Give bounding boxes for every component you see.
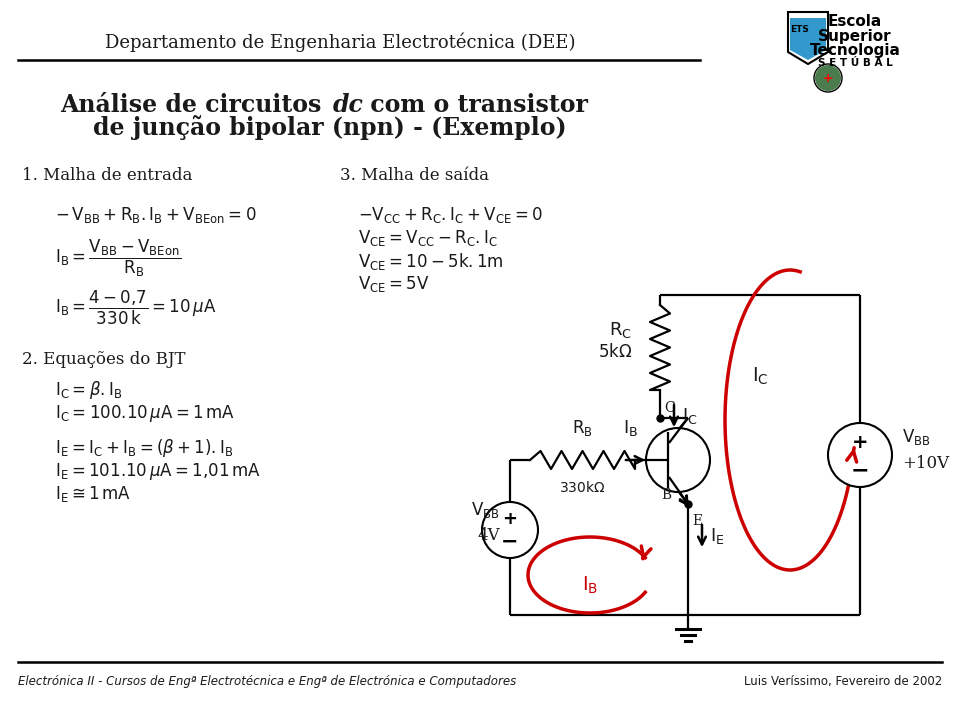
Text: $\mathrm{I_E}$: $\mathrm{I_E}$ bbox=[710, 526, 725, 546]
Text: $-\mathrm{V_{CC}} + \mathrm{R_C}.\mathrm{I_C} + \mathrm{V_{CE}} = 0$: $-\mathrm{V_{CC}} + \mathrm{R_C}.\mathrm… bbox=[358, 205, 543, 225]
Text: $330\mathrm{k}\Omega$: $330\mathrm{k}\Omega$ bbox=[559, 480, 606, 495]
Text: $\mathrm{I_C}$: $\mathrm{I_C}$ bbox=[752, 366, 768, 387]
Polygon shape bbox=[788, 12, 828, 64]
Text: Análise de circuitos: Análise de circuitos bbox=[60, 93, 330, 117]
Text: de junção bipolar (npn) - (Exemplo): de junção bipolar (npn) - (Exemplo) bbox=[93, 115, 566, 141]
Text: $\mathrm{V_{BB}}$: $\mathrm{V_{BB}}$ bbox=[471, 500, 500, 520]
Text: S E T Ú B A L: S E T Ú B A L bbox=[818, 58, 893, 68]
Circle shape bbox=[646, 428, 710, 492]
Text: $\mathrm{I_E} = 101.10\,\mu\mathrm{A} = 1{,}01\,\mathrm{mA}$: $\mathrm{I_E} = 101.10\,\mu\mathrm{A} = … bbox=[55, 460, 261, 482]
Text: B: B bbox=[660, 488, 671, 502]
Text: 4V: 4V bbox=[477, 527, 500, 543]
Text: Superior: Superior bbox=[818, 28, 892, 44]
Circle shape bbox=[482, 502, 538, 558]
Text: com o transistor: com o transistor bbox=[362, 93, 588, 117]
Text: Luis Veríssimo, Fevereiro de 2002: Luis Veríssimo, Fevereiro de 2002 bbox=[744, 676, 942, 689]
Circle shape bbox=[815, 65, 841, 91]
Text: +: + bbox=[823, 72, 833, 84]
Text: $\mathrm{I_E} \cong 1\,\mathrm{mA}$: $\mathrm{I_E} \cong 1\,\mathrm{mA}$ bbox=[55, 484, 132, 504]
Text: $\mathrm{I_B} = \dfrac{\mathrm{V_{BB}} - \mathrm{V_{BEon}}}{\mathrm{R_B}}$: $\mathrm{I_B} = \dfrac{\mathrm{V_{BB}} -… bbox=[55, 237, 181, 279]
Circle shape bbox=[814, 64, 842, 92]
Text: −: − bbox=[501, 532, 518, 552]
Text: 2. Equações do BJT: 2. Equações do BJT bbox=[22, 351, 185, 368]
Text: ETS: ETS bbox=[791, 25, 809, 34]
Text: $\mathrm{I_B} = \dfrac{4 - 0{,}7}{330\,\mathrm{k}} = 10\,\mu\mathrm{A}$: $\mathrm{I_B} = \dfrac{4 - 0{,}7}{330\,\… bbox=[55, 289, 217, 327]
Text: dc: dc bbox=[333, 93, 364, 117]
Text: $\mathrm{I_C} = 100.10\,\mu\mathrm{A} = 1\,\mathrm{mA}$: $\mathrm{I_C} = 100.10\,\mu\mathrm{A} = … bbox=[55, 403, 235, 424]
Text: $\mathrm{V_{CE}} = 5\mathrm{V}$: $\mathrm{V_{CE}} = 5\mathrm{V}$ bbox=[358, 274, 430, 294]
Text: $\mathrm{V_{CE}} = 10 - 5\mathrm{k}.1\mathrm{m}$: $\mathrm{V_{CE}} = 10 - 5\mathrm{k}.1\ma… bbox=[358, 251, 504, 272]
Text: +: + bbox=[852, 432, 868, 451]
Text: +: + bbox=[502, 510, 517, 528]
Text: $\mathrm{I_C}$: $\mathrm{I_C}$ bbox=[682, 406, 698, 426]
Circle shape bbox=[828, 423, 892, 487]
Text: $\mathrm{I_C} = \beta.\mathrm{I_B}$: $\mathrm{I_C} = \beta.\mathrm{I_B}$ bbox=[55, 379, 123, 401]
Polygon shape bbox=[790, 18, 826, 60]
Text: Tecnologia: Tecnologia bbox=[809, 42, 900, 58]
Text: $\mathrm{R_C}$: $\mathrm{R_C}$ bbox=[610, 320, 632, 340]
Text: −: − bbox=[851, 460, 870, 480]
Text: E: E bbox=[692, 514, 702, 528]
Text: Electrónica II - Cursos de Engª Electrotécnica e Engª de Electrónica e Computado: Electrónica II - Cursos de Engª Electrot… bbox=[18, 676, 516, 689]
Text: $\mathrm{V_{CE}} = \mathrm{V_{CC}} - \mathrm{R_C}.\mathrm{I_C}$: $\mathrm{V_{CE}} = \mathrm{V_{CC}} - \ma… bbox=[358, 228, 498, 248]
Text: 3. Malha de saída: 3. Malha de saída bbox=[340, 167, 489, 184]
Text: Escola: Escola bbox=[828, 15, 882, 30]
Text: $-\,\mathrm{V_{BB}} + \mathrm{R_B}.\mathrm{I_B} + \mathrm{V_{BEon}} = 0$: $-\,\mathrm{V_{BB}} + \mathrm{R_B}.\math… bbox=[55, 205, 256, 225]
Text: +10V: +10V bbox=[902, 455, 949, 472]
Text: C: C bbox=[664, 401, 675, 415]
Text: $\mathrm{I_E} = \mathrm{I_C} + \mathrm{I_B} = (\beta+1).\mathrm{I_B}$: $\mathrm{I_E} = \mathrm{I_C} + \mathrm{I… bbox=[55, 437, 233, 459]
Text: $\mathrm{I_B}$: $\mathrm{I_B}$ bbox=[582, 574, 598, 596]
Text: Departamento de Engenharia Electrotécnica (DEE): Departamento de Engenharia Electrotécnic… bbox=[105, 32, 575, 52]
Text: $\mathrm{R_B}$: $\mathrm{R_B}$ bbox=[572, 418, 593, 438]
Text: $5\mathrm{k}\Omega$: $5\mathrm{k}\Omega$ bbox=[598, 343, 632, 361]
Text: $\mathrm{I_B}$: $\mathrm{I_B}$ bbox=[623, 418, 638, 438]
Text: 1. Malha de entrada: 1. Malha de entrada bbox=[22, 167, 192, 184]
Text: $\mathrm{V_{BB}}$: $\mathrm{V_{BB}}$ bbox=[902, 427, 930, 447]
